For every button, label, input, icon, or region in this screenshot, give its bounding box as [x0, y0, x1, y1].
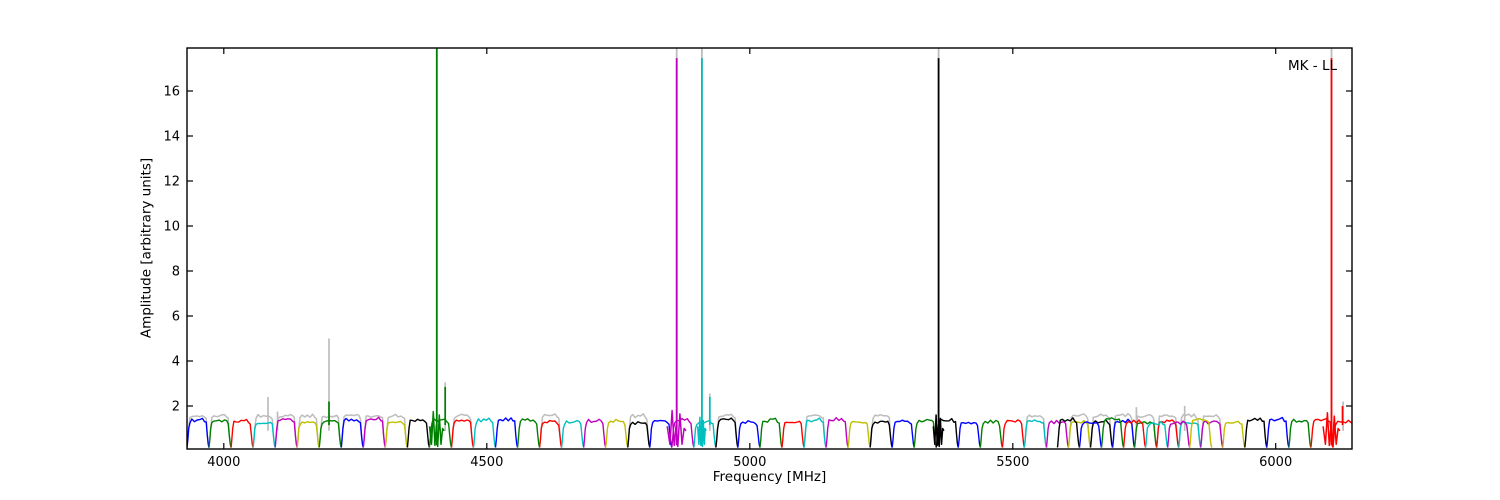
- bandpass-segment: [1156, 419, 1180, 448]
- x-tick-label: 5000: [733, 455, 766, 470]
- bandpass-segment: [1045, 419, 1070, 448]
- y-tick-label: 2: [172, 400, 180, 415]
- gray-reference-segment: [384, 413, 409, 448]
- bandpass-segment: [428, 418, 453, 448]
- bandpass-segment: [957, 421, 982, 448]
- gray-reference-segment: [252, 413, 276, 448]
- bandpass-segment: [1244, 417, 1268, 448]
- bandpass-segment: [1067, 420, 1092, 448]
- bandpass-segment-overlay: [1122, 419, 1147, 448]
- gray-reference-segment: [208, 413, 232, 448]
- x-tick-label: 4500: [470, 455, 503, 470]
- y-tick-label: 14: [163, 130, 180, 145]
- bandpass-segment: [979, 419, 1004, 448]
- bandpass-segment: [472, 417, 497, 448]
- bandpass-segment: [847, 420, 871, 448]
- bandpass-segment: [538, 419, 563, 448]
- bandpass-segment: [274, 418, 298, 448]
- bandpass-segment: [1200, 420, 1224, 448]
- bandpass-segment: [913, 418, 937, 448]
- x-tick-label: 6000: [1259, 455, 1292, 470]
- gray-reference-segment: [869, 413, 893, 448]
- axes-frame: [186, 47, 1353, 450]
- bandpass-segment: [1288, 418, 1312, 448]
- bandpass-segment: [1266, 416, 1290, 448]
- bandpass-segment: [252, 421, 276, 448]
- bandpass-segment: [406, 418, 431, 448]
- y-tick-label: 10: [163, 220, 180, 235]
- bandpass-segment: [781, 420, 805, 448]
- plot-data-layer: [187, 48, 1352, 448]
- bandpass-segment: [318, 419, 342, 448]
- bandpass-segment: [715, 417, 739, 448]
- bandpass-segment-overlay: [1100, 417, 1125, 448]
- bandpass-segment-overlay: [1167, 420, 1191, 448]
- bandpass-segment: [560, 419, 585, 448]
- bandpass-segment: [737, 420, 761, 448]
- bandpass-segment: [803, 417, 827, 448]
- spike-base-wiggle: [428, 410, 445, 448]
- antenna-polarization-label: MK - LL: [1288, 58, 1337, 74]
- y-tick-label: 6: [172, 310, 180, 325]
- x-tick-label: 4000: [207, 455, 240, 470]
- bandpass-segment: [516, 418, 541, 448]
- bandpass-segment: [362, 416, 386, 448]
- y-tick-label: 12: [163, 175, 180, 190]
- bandpass-segment: [1023, 419, 1048, 448]
- gray-reference-segment: [538, 413, 563, 448]
- bandpass-segment: [869, 420, 893, 448]
- bandpass-segment: [693, 420, 717, 448]
- plot-border: [186, 47, 1353, 450]
- axis-ticks: [187, 48, 1352, 449]
- bandpass-segment: [627, 421, 651, 448]
- bandpass-segment: [494, 417, 519, 448]
- bandpass-segment: [583, 418, 607, 448]
- tick-labels: 4000 4500 5000 5500 6000 2 4 6 8 10 12 14 16: [163, 85, 1292, 471]
- spike-base-wiggle: [666, 409, 687, 448]
- gray-reference-segment: [296, 413, 320, 448]
- y-tick-label: 16: [163, 85, 180, 100]
- gray-reference-segment: [450, 413, 475, 448]
- spike-base-wiggle: [932, 414, 945, 448]
- bandpass-segment: [230, 418, 254, 448]
- bandpass-segment: [187, 417, 210, 448]
- bandpass-segment: [384, 420, 409, 448]
- bandpass-segment: [450, 419, 475, 448]
- x-axis-title: Frequency [MHz]: [712, 469, 827, 485]
- bandpass-segment: [1178, 421, 1202, 448]
- bandpass-segment: [296, 421, 320, 448]
- y-tick-label: 8: [172, 265, 180, 280]
- bandpass-segment-overlay: [1078, 421, 1103, 448]
- x-tick-label: 5500: [996, 455, 1029, 470]
- bandpass-segment: [891, 419, 915, 448]
- bandpass-segment: [208, 419, 232, 448]
- bandpass-segment-overlay: [1056, 417, 1081, 448]
- bandpass-segment: [825, 417, 849, 448]
- bandpass-segment-overlay: [1189, 417, 1213, 448]
- spike-base-wiggle: [696, 416, 707, 448]
- bandpass-segment: [1133, 421, 1158, 448]
- bandpass-segment: [340, 417, 364, 448]
- gray-reference-segment: [627, 413, 651, 448]
- y-axis-title: Amplitude [arbitrary units]: [138, 157, 155, 339]
- bandpass-segment: [1222, 420, 1246, 448]
- bandpass-segment: [605, 418, 629, 448]
- spike-base-wiggle: [1322, 412, 1341, 448]
- y-tick-label: 4: [172, 355, 180, 370]
- bandpass-segment: [1001, 419, 1026, 448]
- bandpass-segment: [759, 417, 783, 448]
- bandpass-segment: [1089, 419, 1114, 448]
- bandpass-segment-overlay: [1144, 420, 1169, 448]
- bandpass-segment: [1111, 418, 1136, 448]
